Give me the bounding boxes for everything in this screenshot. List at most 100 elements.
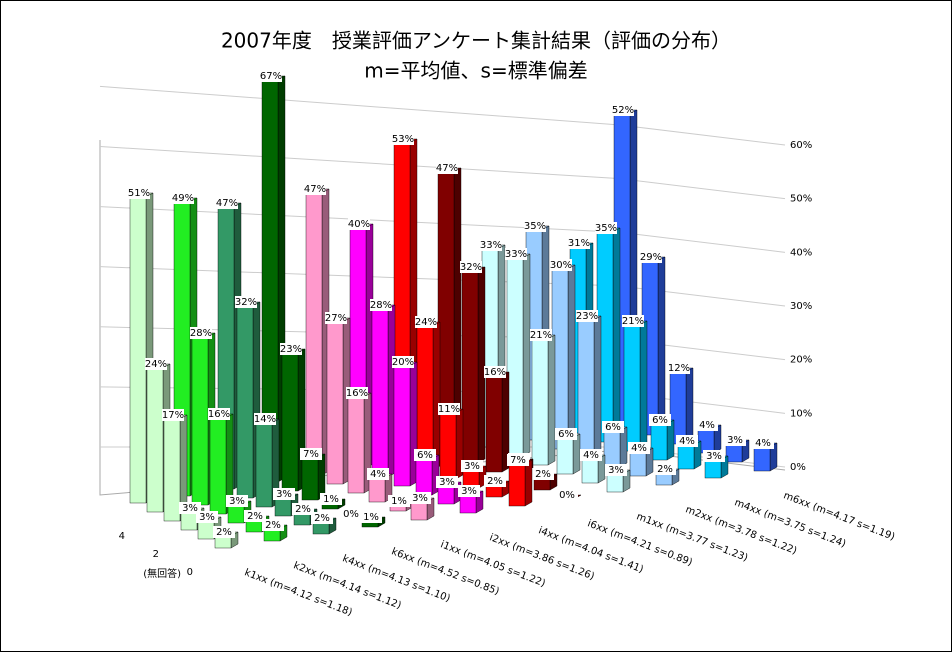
- label-box: [622, 315, 644, 327]
- label-box: [507, 454, 529, 466]
- value-label: 47%: [216, 198, 238, 209]
- label-box: [602, 421, 624, 433]
- value-label: 6%: [605, 422, 621, 433]
- y-tick-label: 10%: [790, 408, 812, 419]
- bar: [650, 423, 668, 461]
- value-label: 24%: [145, 359, 167, 370]
- bar: [197, 520, 215, 540]
- bar: [129, 196, 147, 504]
- label-box: [254, 413, 276, 425]
- value-label: 2%: [265, 520, 281, 531]
- label-box: [145, 358, 167, 370]
- value-label: 21%: [622, 316, 644, 327]
- value-label: 20%: [392, 357, 414, 368]
- value-label: 1%: [391, 496, 407, 507]
- value-label: 47%: [436, 163, 458, 174]
- value-label: 4%: [755, 438, 771, 449]
- label-box: [162, 409, 184, 421]
- label-box: [649, 414, 671, 426]
- label-box: [273, 488, 295, 500]
- value-label: 2%: [216, 527, 232, 538]
- label-box: [190, 327, 212, 339]
- depth-tick-label: 0: [187, 567, 193, 578]
- value-label: 6%: [417, 450, 433, 461]
- value-label: 2%: [487, 476, 503, 487]
- label-box: [325, 312, 347, 324]
- bar: [410, 501, 428, 521]
- value-label: 33%: [480, 240, 502, 251]
- label-box: [436, 476, 458, 488]
- label-box: [226, 495, 248, 507]
- value-label: 3%: [199, 512, 215, 523]
- bar: [146, 367, 164, 513]
- bar-side: [477, 266, 486, 464]
- value-label: 16%: [484, 367, 506, 378]
- value-label: 3%: [439, 477, 455, 488]
- label-box: [524, 220, 546, 232]
- label-box: [409, 492, 431, 504]
- value-label: 40%: [348, 219, 370, 230]
- label-box: [724, 434, 746, 446]
- value-label: 33%: [505, 249, 527, 260]
- label-box: [415, 316, 437, 328]
- value-label: 3%: [464, 461, 480, 472]
- bar-side: [685, 367, 694, 445]
- bar: [281, 352, 299, 492]
- bar: [508, 463, 526, 507]
- depth-tick-label: 2: [153, 549, 159, 560]
- bar: [753, 446, 771, 472]
- value-label: 14%: [254, 414, 276, 425]
- bar: [301, 457, 319, 501]
- label-box: [292, 503, 314, 515]
- label-box: [367, 468, 389, 480]
- label-box: [340, 508, 362, 520]
- bar: [485, 375, 503, 473]
- bar: [677, 444, 695, 470]
- label-box: [580, 449, 602, 461]
- bar: [725, 443, 743, 463]
- label-box: [348, 218, 370, 230]
- label-box: [640, 251, 662, 263]
- label-box: [676, 435, 698, 447]
- bar: [629, 451, 647, 477]
- label-box: [605, 464, 627, 476]
- value-label: 17%: [162, 410, 184, 421]
- label-box: [480, 239, 502, 251]
- label-box: [696, 419, 718, 431]
- bar-side: [612, 227, 621, 443]
- label-box: [320, 493, 342, 505]
- label-box: [556, 489, 578, 501]
- value-label: 29%: [640, 252, 662, 263]
- label-box: [392, 356, 414, 368]
- bar: [704, 459, 722, 479]
- bar: [368, 477, 386, 503]
- label-box: [304, 183, 326, 195]
- label-box: [438, 403, 460, 415]
- label-box: [370, 299, 392, 311]
- value-label: 3%: [706, 451, 722, 462]
- label-box: [568, 237, 590, 249]
- bar: [416, 325, 434, 471]
- bar: [274, 497, 292, 517]
- bar: [393, 365, 411, 487]
- label-box: [654, 463, 676, 475]
- value-label: 2%: [247, 511, 263, 522]
- y-tick-label: 40%: [790, 247, 812, 258]
- bar: [180, 511, 198, 531]
- bar: [581, 458, 599, 484]
- label-box: [703, 450, 725, 462]
- bar: [556, 437, 574, 475]
- label-box: [208, 408, 230, 420]
- label-box: [244, 510, 266, 522]
- label-box: [388, 495, 410, 507]
- bar: [437, 485, 455, 505]
- value-label: 52%: [612, 105, 634, 116]
- value-label: 32%: [460, 262, 482, 273]
- label-box: [280, 343, 302, 355]
- bar-side: [657, 256, 666, 436]
- value-label: 6%: [558, 429, 574, 440]
- value-label: 47%: [304, 184, 326, 195]
- bar: [191, 336, 209, 506]
- bar: [603, 430, 621, 468]
- label-box: [752, 437, 774, 449]
